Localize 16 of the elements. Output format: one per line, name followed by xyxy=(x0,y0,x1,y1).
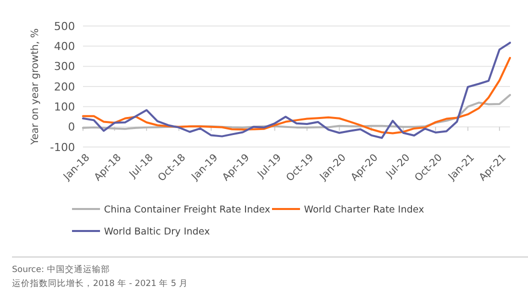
y-tick-label: 400 xyxy=(54,40,75,54)
text: 运价指数同比增长，2018 年 - 2021 年 5 月 xyxy=(12,278,188,289)
legend-label: World Charter Rate Index xyxy=(304,204,424,216)
y-tick-label: 200 xyxy=(54,80,75,94)
legend-label: China Container Freight Rate Index xyxy=(104,204,271,216)
y-tick-label: 500 xyxy=(54,20,75,33)
source-note: Source: 中国交通运输部 xyxy=(12,264,110,275)
y-tick-label: -100 xyxy=(50,140,75,154)
y-tick-label: 300 xyxy=(54,60,75,74)
legend-label: World Baltic Dry Index xyxy=(104,226,210,238)
y-axis-title: Year on year growth, % xyxy=(30,28,41,146)
y-tick-label: 0 xyxy=(68,120,75,134)
line-series xyxy=(82,56,511,134)
line-series xyxy=(82,94,511,130)
y-tick-label: 100 xyxy=(54,100,75,114)
line-series xyxy=(82,42,511,139)
